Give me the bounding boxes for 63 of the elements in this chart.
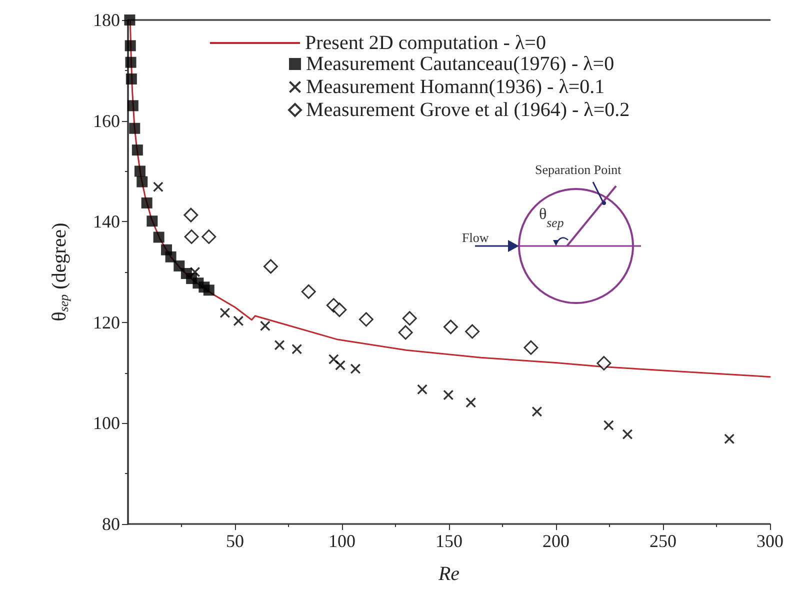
legend-label: Measurement Homann(1936) - λ=0.1 bbox=[306, 76, 605, 98]
point bbox=[443, 320, 458, 334]
y-tick-label: 100 bbox=[93, 413, 120, 434]
point bbox=[184, 229, 199, 244]
x-tick-label: 250 bbox=[650, 531, 676, 551]
point bbox=[165, 251, 176, 262]
point bbox=[443, 390, 454, 400]
point bbox=[465, 324, 480, 339]
point bbox=[260, 320, 270, 331]
point bbox=[622, 429, 632, 440]
point bbox=[190, 267, 200, 277]
x-tick-label: 100 bbox=[328, 531, 356, 551]
point bbox=[141, 197, 152, 208]
point bbox=[402, 311, 417, 326]
y-tick-label: 140 bbox=[93, 212, 120, 232]
point bbox=[127, 100, 138, 112]
legend-label: Measurement Cautanceau(1976) - λ=0 bbox=[306, 53, 614, 75]
point bbox=[129, 122, 140, 134]
point bbox=[124, 40, 136, 52]
point bbox=[274, 340, 285, 350]
point bbox=[292, 344, 302, 354]
point bbox=[136, 176, 148, 188]
y-tick-label: 160 bbox=[93, 110, 120, 131]
point bbox=[596, 356, 612, 370]
point bbox=[220, 308, 230, 318]
point bbox=[233, 316, 244, 326]
point bbox=[398, 325, 413, 340]
legend-label: Present 2D computation - λ=0 bbox=[305, 32, 546, 54]
point bbox=[134, 166, 146, 177]
legend-label: Measurement Grove et al (1964) - λ=0.2 bbox=[306, 99, 630, 121]
x-axis-title: Re bbox=[437, 563, 460, 585]
point bbox=[466, 398, 476, 408]
point bbox=[184, 208, 198, 222]
x-tick-label: 150 bbox=[436, 531, 462, 551]
annotation: Flow bbox=[462, 230, 490, 245]
point bbox=[724, 434, 734, 444]
annotation: Separation Point bbox=[535, 162, 622, 177]
point bbox=[126, 73, 137, 84]
point bbox=[125, 56, 136, 68]
point bbox=[153, 232, 164, 243]
point bbox=[524, 340, 538, 355]
point bbox=[604, 420, 614, 430]
annotation: θ$_{sep}$ bbox=[539, 206, 564, 230]
point bbox=[335, 360, 346, 370]
y-tick-label: 120 bbox=[93, 312, 120, 332]
point bbox=[203, 284, 214, 296]
point bbox=[417, 384, 428, 394]
y-axis-title: θsep (degree) bbox=[48, 222, 71, 322]
point bbox=[263, 259, 278, 274]
point bbox=[124, 14, 136, 26]
point bbox=[332, 302, 347, 318]
y-tick-label: 180 bbox=[93, 10, 120, 30]
y-tick-label: 80 bbox=[102, 514, 120, 534]
point bbox=[202, 229, 216, 244]
point bbox=[132, 144, 143, 156]
point bbox=[146, 216, 158, 227]
x-tick-label: 300 bbox=[756, 531, 784, 551]
point bbox=[358, 312, 374, 327]
x-tick-label: 50 bbox=[226, 531, 244, 551]
point bbox=[301, 284, 316, 299]
point bbox=[153, 182, 164, 192]
point bbox=[532, 406, 542, 417]
x-tick-label: 200 bbox=[542, 531, 570, 551]
